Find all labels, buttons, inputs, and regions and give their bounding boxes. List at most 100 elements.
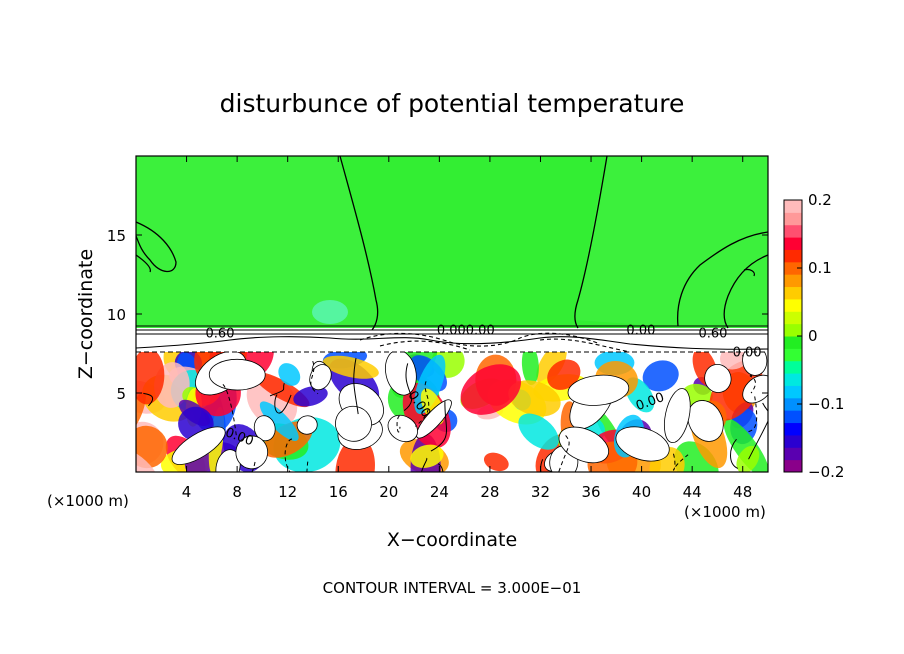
white-eddy (558, 426, 609, 464)
x-tick-label: 40 (632, 483, 651, 501)
turbulence-contour (672, 453, 689, 471)
white-eddy (742, 374, 768, 404)
colorbar-tick-label: −0.2 (808, 463, 844, 481)
turbulence-contour (403, 363, 413, 411)
turbulence-contour (749, 375, 756, 394)
x-tick-label: 16 (329, 483, 348, 501)
inversion-band (136, 328, 768, 352)
turbulence-blob (136, 449, 160, 472)
x-tick-label: 20 (379, 483, 398, 501)
white-eddy (416, 399, 452, 439)
white-eddy (215, 449, 241, 472)
turbulence-blob (322, 355, 379, 379)
x-tick-label: 8 (232, 483, 242, 501)
x-axis-label: X−coordinate (387, 529, 517, 551)
colorbar-ticks: 0.2 0.1 0 −0.1 −0.2 (797, 191, 844, 481)
contour-interval-note: CONTOUR INTERVAL = 3.000E−01 (323, 579, 582, 597)
white-eddy (742, 352, 768, 376)
colorbar-swatch (784, 447, 802, 461)
turbulence-contour (414, 381, 430, 427)
x-tick-label: 12 (278, 483, 297, 501)
turbulence-blob (136, 352, 165, 405)
colorbar-tick-label: 0.2 (808, 191, 832, 209)
contour-label: 0.000.00 (437, 324, 495, 339)
turbulence-blob (410, 444, 444, 468)
turbulent-structures (136, 352, 768, 472)
x-tick-label: 24 (430, 483, 449, 501)
colorbar-swatch (784, 298, 802, 312)
turbulence-blob (293, 386, 328, 407)
turbulence-contour (274, 394, 292, 414)
turbulence-blob (642, 360, 679, 392)
upper-contours (136, 156, 768, 331)
contour-label: 0.60 (698, 327, 727, 342)
turbulence-contour (540, 459, 544, 472)
turbulence-blob (521, 352, 539, 386)
turbulence-contour (143, 392, 154, 407)
colorbar-swatch (784, 360, 802, 374)
turbulence-contour (396, 415, 401, 433)
colorbar-swatch (784, 286, 802, 300)
white-eddy (296, 415, 318, 435)
contour-label: 0.00 (733, 346, 762, 361)
turbulence-blob (508, 380, 561, 417)
colorbar-swatch (784, 274, 802, 288)
white-eddy (309, 364, 332, 391)
colorbar-swatch (784, 385, 802, 399)
colorbar-tick-label: −0.1 (808, 395, 844, 413)
x-tick-label: 48 (733, 483, 752, 501)
white-eddy (253, 415, 276, 442)
x-tick-label: 32 (531, 483, 550, 501)
y-axis-ticks: 5 10 15 (107, 227, 768, 403)
turbulence-contour (748, 402, 768, 460)
colorbar (783, 199, 803, 473)
y-axis-label: Z−coordinate (75, 249, 97, 379)
plume-right (575, 156, 768, 334)
colorbar-swatch (784, 410, 802, 424)
colorbar-tick-label: 0 (808, 327, 818, 345)
turbulence-blob (335, 437, 375, 472)
x-tick-label: 4 (182, 483, 192, 501)
colorbar-swatch (784, 422, 802, 436)
colorbar-swatch (784, 323, 802, 337)
colorbar-swatch (784, 237, 802, 250)
x-tick-label: 44 (683, 483, 702, 501)
turbulence-contour (310, 360, 319, 395)
white-eddy (687, 400, 724, 442)
turbulence-contour (269, 382, 285, 397)
turbulence-blob (278, 363, 301, 386)
colorbar-swatch (784, 459, 802, 473)
turbulence-blob (736, 445, 760, 472)
y-tick-label: 15 (107, 227, 126, 245)
turbulence-blob (518, 413, 559, 450)
cyan-patch (312, 300, 348, 324)
turbulence-blob (460, 364, 522, 415)
white-eddy (385, 352, 417, 396)
colorbar-swatch (784, 434, 802, 448)
colorbar-swatch (784, 200, 802, 213)
y-tick-label: 5 (116, 385, 126, 403)
colorbar-swatch (784, 249, 802, 263)
colorbar-tick-label: 0.1 (808, 259, 832, 277)
colorbar-swatch (784, 311, 802, 325)
turbulence-contour (306, 461, 309, 472)
white-eddy (208, 358, 266, 391)
plume-left (136, 156, 378, 334)
turbulence-blob (259, 401, 299, 441)
white-eddy (567, 374, 630, 406)
turbulence-contour (437, 463, 444, 472)
colorbar-swatch (784, 373, 802, 386)
contour-labels: 0.60 0.000.00 0.00 0.600.000.00 0.000.00 (206, 324, 762, 450)
contour-label: 0.60 (206, 327, 235, 342)
white-eddy (171, 426, 226, 465)
turbulence-contour (729, 438, 739, 469)
colorbar-swatch (784, 261, 802, 275)
white-eddy (387, 414, 418, 443)
x-axis-ticks: 4 8 12 16 20 24 28 32 36 40 44 48 (182, 156, 752, 501)
inversion-contours (136, 325, 768, 353)
colorbar-swatch (784, 397, 802, 411)
turbulence-contour (222, 384, 238, 438)
colorbar-swatch (784, 224, 802, 238)
colorbar-swatch (784, 348, 802, 362)
